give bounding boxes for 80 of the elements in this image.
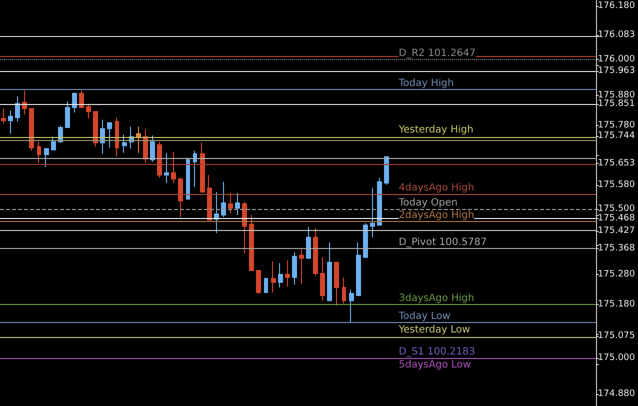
candlestick <box>242 202 247 254</box>
candlestick <box>150 135 155 162</box>
candlestick <box>356 242 361 296</box>
y-tick-label: 175.468 <box>598 214 636 224</box>
candlestick <box>79 90 84 108</box>
candlestick <box>171 151 176 184</box>
ref-line-label: 4daysAgo High <box>398 182 474 194</box>
candlestick <box>8 110 13 134</box>
candlestick <box>306 226 311 259</box>
candlestick <box>157 141 162 178</box>
ref-line-label: 2daysAgo High <box>398 210 474 222</box>
candlestick <box>256 270 261 294</box>
y-tick-label: 175.963 <box>598 66 635 76</box>
candlestick <box>93 111 98 148</box>
candlestick <box>51 136 56 150</box>
y-tick-label: 176.000 <box>598 54 636 65</box>
ref-line-label: Today High <box>398 78 454 90</box>
candlestick <box>334 262 339 306</box>
y-tick-label: 175.580 <box>598 180 636 190</box>
candlestick <box>235 192 240 216</box>
candlestick <box>349 289 354 324</box>
candlestick <box>370 188 375 238</box>
candlestick <box>37 141 41 164</box>
candlestick <box>65 101 70 128</box>
ref-line-label: Today Open <box>398 197 458 208</box>
candlestick <box>320 256 325 302</box>
candlestick <box>228 192 233 214</box>
y-tick-label: 175.780 <box>598 120 636 130</box>
ref-line-label: Today Low <box>398 310 451 322</box>
y-tick-label: 175.368 <box>598 243 636 254</box>
candlestick <box>285 260 290 288</box>
candlestick <box>15 96 20 122</box>
ref-line-label: D_R2 101.2647 <box>398 48 476 60</box>
y-tick-label: 175.180 <box>598 300 636 310</box>
y-tick-label: 175.500 <box>598 204 636 214</box>
candlestick <box>327 242 332 302</box>
ref-line-label: 5daysAgo Low <box>398 360 471 371</box>
ref-line-label: D_Pivot 100.5787 <box>398 236 487 248</box>
candlestick <box>342 276 346 304</box>
y-tick-label: 175.851 <box>598 99 635 110</box>
candlestick <box>22 90 27 116</box>
candlestick <box>86 103 91 120</box>
y-tick-label: 176.083 <box>598 30 635 40</box>
candlestick <box>193 150 197 188</box>
candlestick <box>107 122 112 148</box>
candlestick <box>363 222 368 258</box>
candlestick <box>214 191 219 234</box>
candlestick <box>115 117 119 158</box>
candlestick <box>249 214 254 271</box>
candlestick <box>384 156 389 186</box>
candlestick <box>44 148 49 168</box>
y-tick-label: 175.000 <box>598 353 636 364</box>
y-tick-label: 175.280 <box>598 270 636 280</box>
candlestick <box>29 108 34 152</box>
candlestick <box>136 126 141 154</box>
candlestick <box>264 278 268 294</box>
candlestick <box>377 177 382 226</box>
candlestick <box>313 228 318 276</box>
candlestick <box>200 142 205 192</box>
candlestick <box>186 157 190 200</box>
candlestick <box>299 248 304 284</box>
candlestick <box>72 92 77 114</box>
y-tick-label: 174.880 <box>598 389 636 400</box>
candlestick <box>278 262 283 288</box>
ref-line-label: 3daysAgo High <box>398 293 474 304</box>
candlestick <box>292 252 297 285</box>
y-tick-label: 175.427 <box>598 226 635 236</box>
ref-line-label: Yesterday Low <box>398 324 470 336</box>
y-tick-label: 176.180 <box>598 0 636 11</box>
y-tick-label: 175.075 <box>598 330 635 341</box>
ref-line-label: D_S1 100.2183 <box>398 346 476 358</box>
y-tick-label: 175.653 <box>598 158 635 168</box>
ref-line-label: Yesterday High <box>398 124 474 136</box>
candlestick <box>271 260 276 294</box>
y-tick-label: 175.744 <box>598 131 636 142</box>
candlestick <box>178 178 183 218</box>
candlestick <box>164 152 169 184</box>
candlestick <box>122 134 127 154</box>
candlestick <box>1 108 6 124</box>
candlestick <box>221 181 226 218</box>
